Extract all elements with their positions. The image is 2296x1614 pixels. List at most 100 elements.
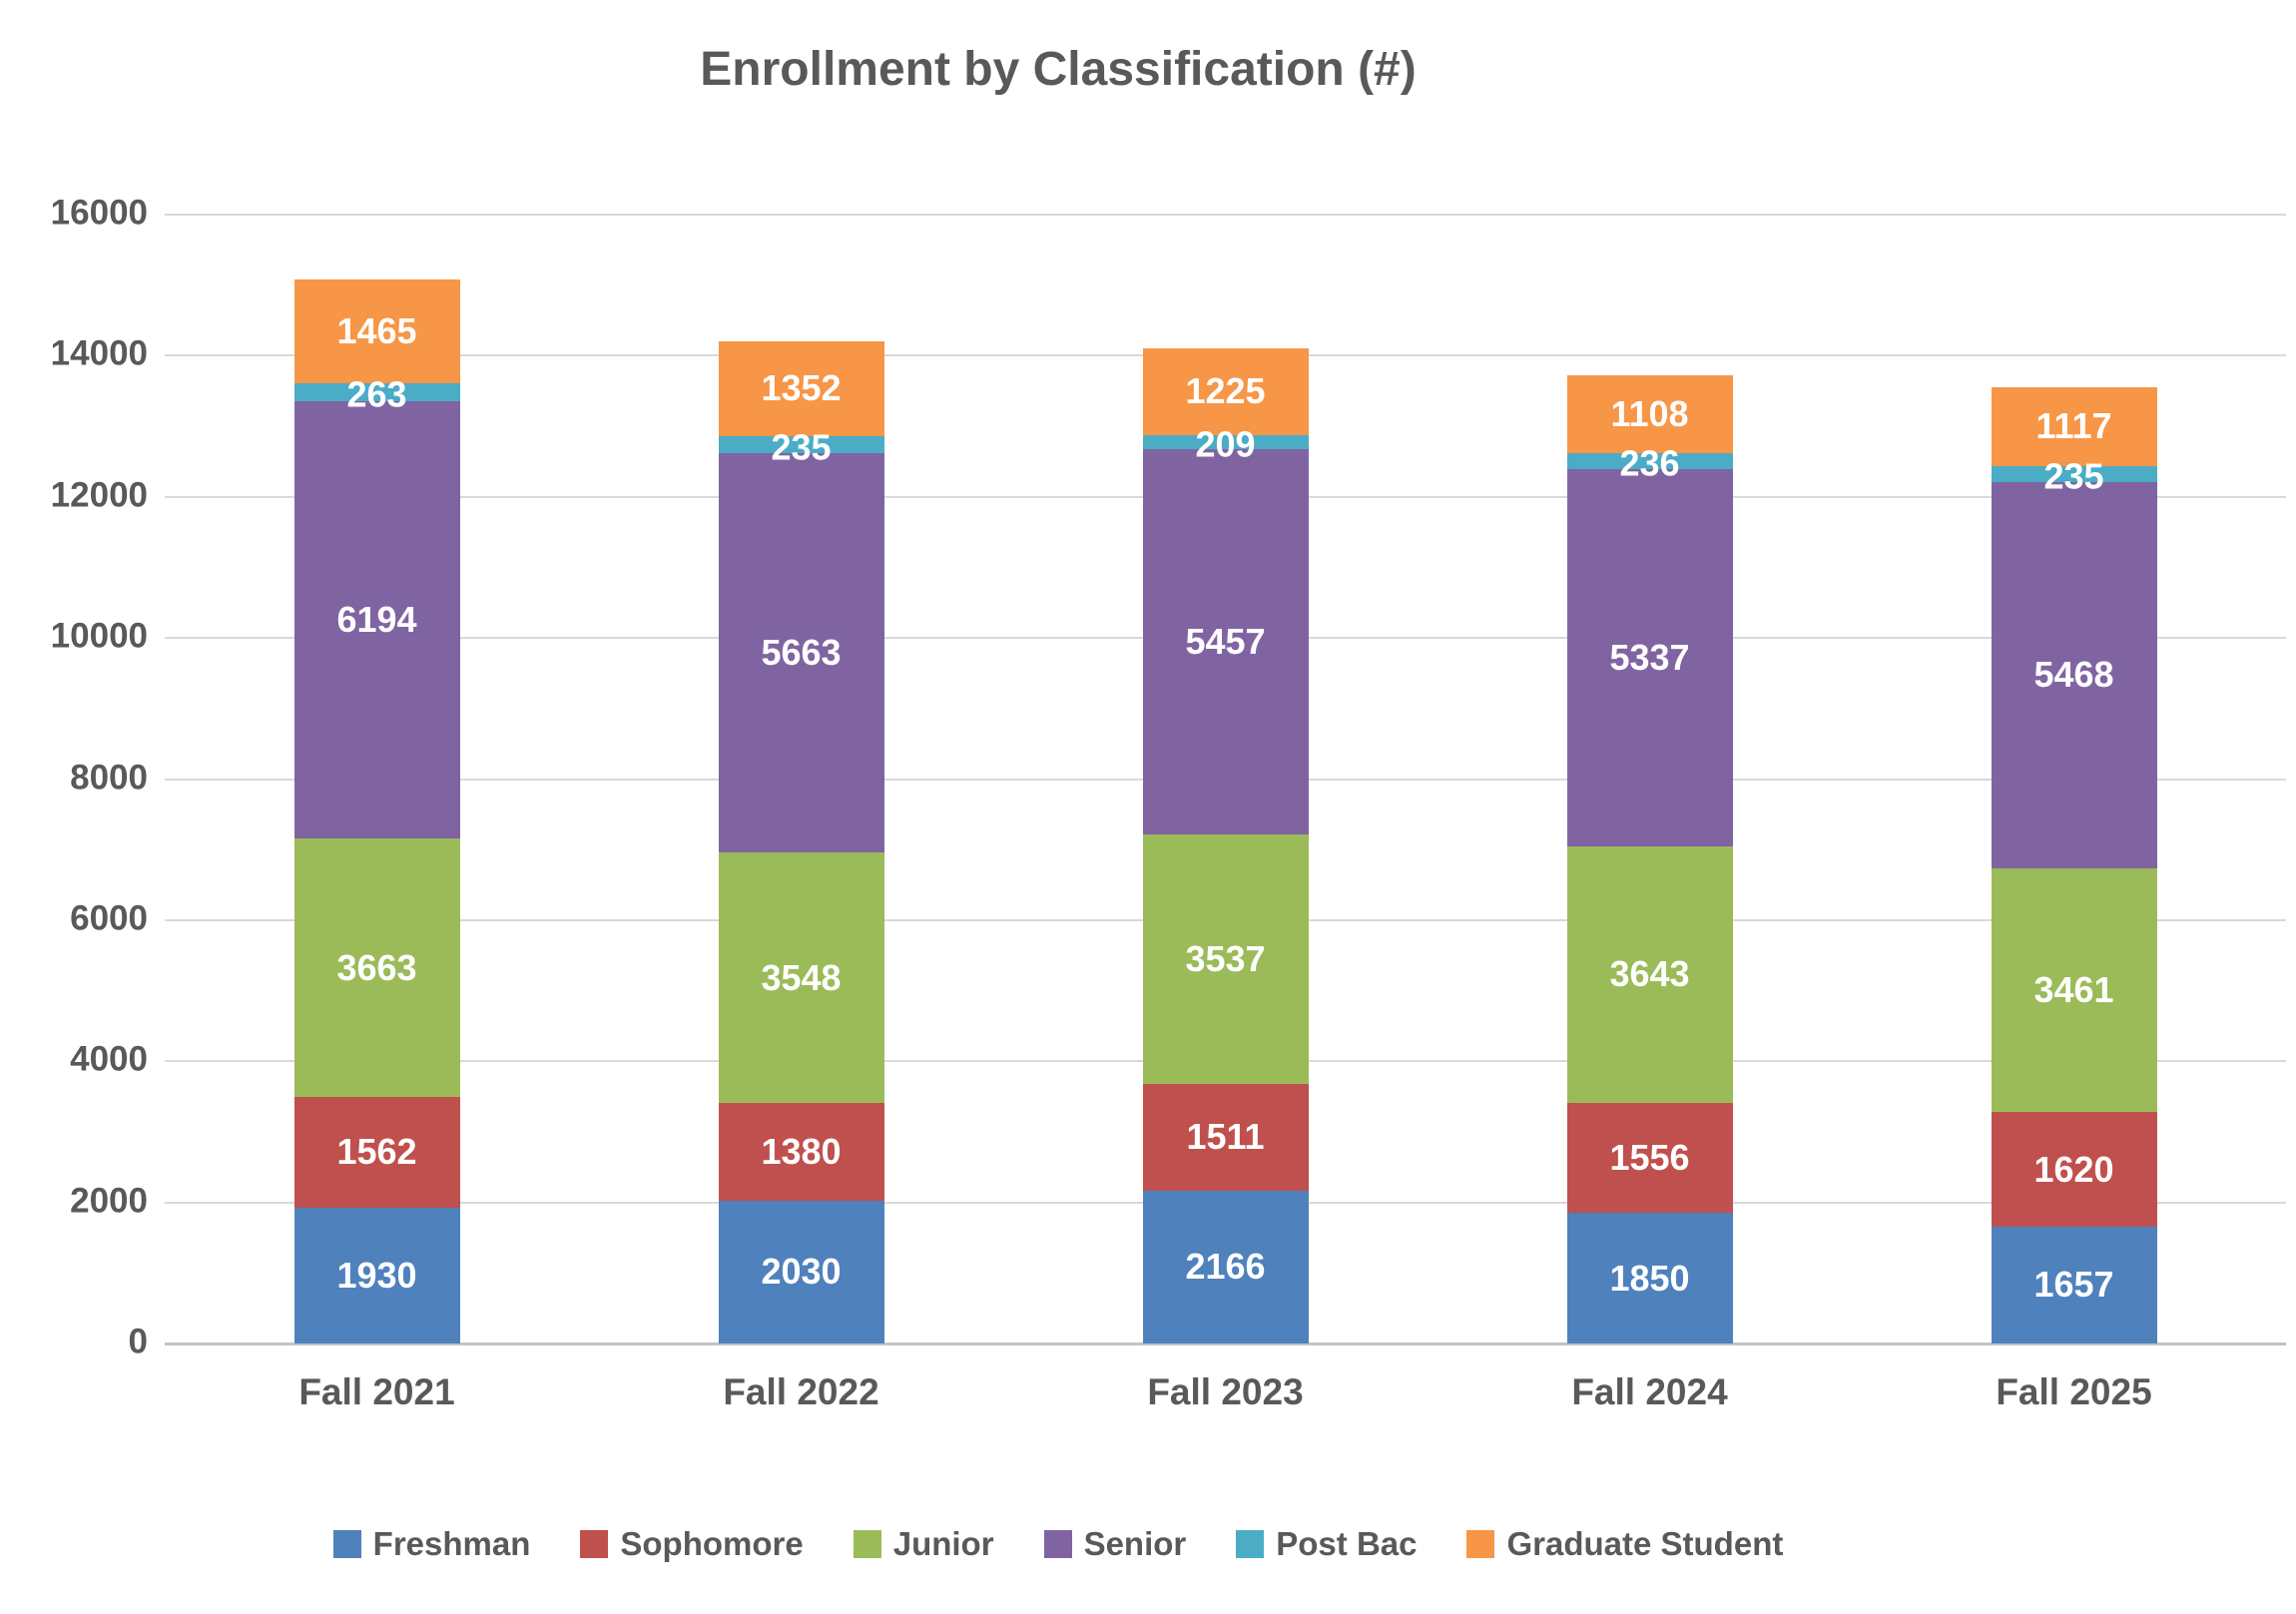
legend-label: Senior <box>1083 1525 1187 1562</box>
legend-swatch-icon <box>1043 1530 1072 1558</box>
legend-label: Freshman <box>372 1525 531 1562</box>
legend-swatch-icon <box>853 1530 881 1558</box>
segment-graduate-student-fall-2021: 1465 <box>293 279 460 383</box>
data-label: 1562 <box>336 1131 417 1173</box>
segment-post-bac-fall-2021: 263 <box>293 374 460 415</box>
legend-item-junior: Junior <box>853 1525 994 1563</box>
y-axis-tick-label-14000: 14000 <box>50 333 148 373</box>
bar-fall-2023: 2166 1511 3537 5457 209 1225 <box>1142 348 1309 1344</box>
segment-sophomore-fall-2023: 1511 <box>1142 1084 1309 1191</box>
y-axis-tick-label-16000: 16000 <box>50 193 148 233</box>
legend-item-sophomore: Sophomore <box>580 1525 804 1563</box>
data-label: 1850 <box>1609 1257 1690 1299</box>
chart-title: Enrollment by Classification (#) <box>700 43 1417 96</box>
data-label: 209 <box>1195 423 1256 465</box>
data-label: 3643 <box>1609 953 1690 995</box>
legend-label: Junior <box>892 1525 994 1562</box>
bar-fall-2025: 1657 1620 3461 5468 235 1117 <box>1991 386 2157 1344</box>
legend-swatch-icon <box>1236 1530 1265 1558</box>
bar-fall-2024: 1850 1556 3643 5337 236 1108 <box>1566 374 1733 1344</box>
segment-sophomore-fall-2022: 1380 <box>718 1102 884 1201</box>
segment-freshman-fall-2022: 2030 <box>718 1200 884 1344</box>
legend-label: Graduate Student <box>1506 1525 1784 1562</box>
legend-item-graduate-student: Graduate Student <box>1466 1525 1783 1563</box>
data-label: 1657 <box>2033 1264 2114 1306</box>
gridline-16000 <box>165 214 2286 216</box>
y-axis-tick-label-12000: 12000 <box>50 475 148 515</box>
segment-senior-fall-2024: 5337 <box>1566 469 1733 846</box>
data-label: 3548 <box>761 956 842 998</box>
bar-fall-2021: 1930 1562 3663 6194 263 1465 <box>293 279 460 1344</box>
data-label: 1117 <box>2035 405 2112 447</box>
data-label: 1511 <box>1186 1116 1265 1158</box>
x-axis-label-fall-2024: Fall 2024 <box>1571 1371 1728 1412</box>
segment-senior-fall-2025: 5468 <box>1991 482 2157 868</box>
data-label: 5337 <box>1609 637 1690 679</box>
data-label: 236 <box>1619 442 1680 484</box>
segment-freshman-fall-2023: 2166 <box>1142 1190 1309 1344</box>
segment-senior-fall-2021: 6194 <box>293 401 460 839</box>
legend-label: Post Bac <box>1276 1525 1418 1562</box>
data-label: 1108 <box>1610 392 1689 434</box>
data-label: 235 <box>2043 455 2104 497</box>
chart-legend: Freshman Sophomore Junior Senior Post Bac Gra… <box>0 1525 2116 1563</box>
data-label: 1620 <box>2033 1148 2114 1190</box>
x-axis-label-fall-2025: Fall 2025 <box>1996 1371 2152 1412</box>
data-label: 1465 <box>336 310 417 352</box>
segment-graduate-student-fall-2022: 1352 <box>718 340 884 437</box>
y-axis-tick-label-4000: 4000 <box>70 1039 148 1079</box>
segment-junior-fall-2023: 3537 <box>1142 834 1309 1085</box>
segment-post-bac-fall-2024: 236 <box>1566 443 1733 484</box>
segment-post-bac-fall-2022: 235 <box>718 426 884 467</box>
segment-graduate-student-fall-2025: 1117 <box>1991 386 2157 466</box>
segment-freshman-fall-2021: 1930 <box>293 1207 460 1344</box>
legend-swatch-icon <box>1466 1530 1495 1558</box>
data-label: 5663 <box>761 632 842 673</box>
data-label: 2166 <box>1185 1246 1266 1288</box>
segment-senior-fall-2022: 5663 <box>718 452 884 853</box>
gridline-0 <box>165 1343 2286 1345</box>
legend-swatch-icon <box>580 1530 609 1558</box>
x-axis-label-fall-2023: Fall 2023 <box>1147 1371 1304 1412</box>
data-label: 1930 <box>336 1254 417 1296</box>
y-axis-tick-label-2000: 2000 <box>70 1181 148 1221</box>
data-label: 2030 <box>761 1251 842 1293</box>
legend-label: Sophomore <box>620 1525 804 1562</box>
segment-sophomore-fall-2025: 1620 <box>1991 1112 2157 1227</box>
data-label: 1556 <box>1609 1137 1690 1179</box>
segment-post-bac-fall-2023: 209 <box>1142 423 1309 464</box>
segment-sophomore-fall-2024: 1556 <box>1566 1103 1733 1214</box>
y-axis-tick-label-8000: 8000 <box>70 757 148 797</box>
data-label: 1380 <box>761 1130 842 1172</box>
x-axis-label-fall-2021: Fall 2021 <box>298 1371 455 1412</box>
segment-junior-fall-2022: 3548 <box>718 852 884 1103</box>
segment-junior-fall-2024: 3643 <box>1566 845 1733 1104</box>
data-label: 3537 <box>1185 938 1266 980</box>
segment-graduate-student-fall-2023: 1225 <box>1142 348 1309 435</box>
segment-senior-fall-2023: 5457 <box>1142 449 1309 835</box>
data-label: 6194 <box>336 599 417 641</box>
y-axis-tick-label-6000: 6000 <box>70 898 148 938</box>
data-label: 3461 <box>2033 969 2114 1011</box>
data-label: 1225 <box>1185 370 1266 412</box>
y-axis-tick-label-10000: 10000 <box>50 616 148 656</box>
data-label: 1352 <box>761 367 842 409</box>
segment-junior-fall-2021: 3663 <box>293 838 460 1098</box>
segment-sophomore-fall-2021: 1562 <box>293 1097 460 1208</box>
data-label: 235 <box>771 426 832 468</box>
legend-item-post-bac: Post Bac <box>1236 1525 1417 1563</box>
legend-swatch-icon <box>332 1530 361 1558</box>
data-label: 5457 <box>1185 621 1266 663</box>
data-label: 5468 <box>2033 654 2114 696</box>
legend-item-senior: Senior <box>1043 1525 1187 1563</box>
segment-graduate-student-fall-2024: 1108 <box>1566 374 1733 453</box>
legend-item-freshman: Freshman <box>332 1525 531 1563</box>
data-label: 263 <box>346 373 407 415</box>
data-label: 3663 <box>336 946 417 988</box>
segment-junior-fall-2025: 3461 <box>1991 867 2157 1113</box>
segment-freshman-fall-2025: 1657 <box>1991 1226 2157 1344</box>
bar-fall-2022: 2030 1380 3548 5663 235 1352 <box>718 340 884 1344</box>
x-axis-label-fall-2022: Fall 2022 <box>723 1371 879 1412</box>
